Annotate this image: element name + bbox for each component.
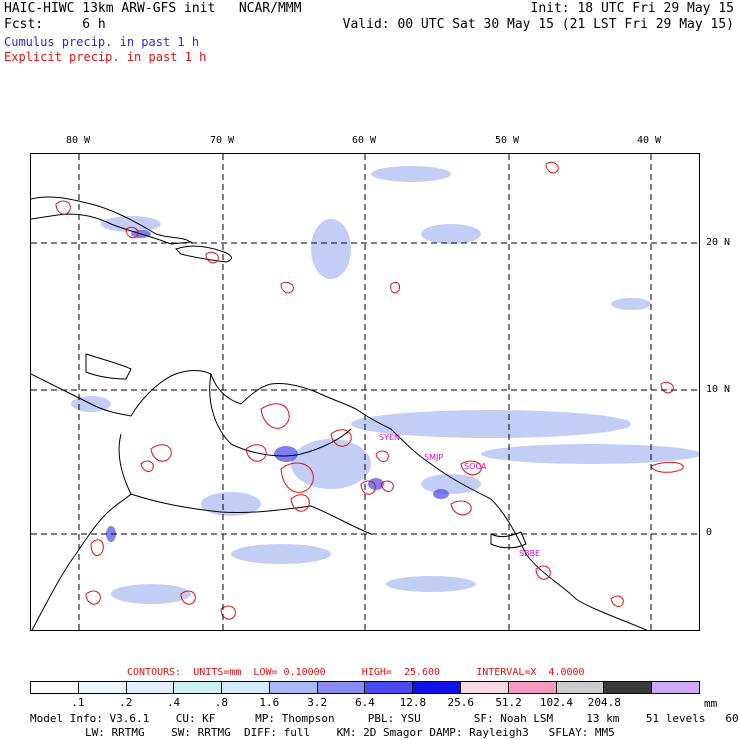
colorbar-swatch <box>317 682 366 693</box>
colorbar-tick-label: .2 <box>119 696 133 709</box>
colorbar-swatch <box>222 682 270 693</box>
lat-label-10n: 10 N <box>706 384 731 395</box>
colorbar-tick-label: 102.4 <box>539 696 573 709</box>
colorbar-tick-label: 1.6 <box>259 696 280 709</box>
colorbar-swatch <box>174 682 223 693</box>
valid-time: Valid: 00 UTC Sat 30 May 15 (21 LST Fri … <box>342 17 734 32</box>
forecast-hour: Fcst: 6 h <box>4 17 106 32</box>
init-time: Init: 18 UTC Fri 29 May 15 <box>530 1 735 16</box>
colorbar-tick-label: 51.2 <box>495 696 522 709</box>
station-syen: SYEN <box>379 433 400 442</box>
station-soca: SOCA <box>464 462 487 471</box>
colorbar-tick-label: .1 <box>71 696 85 709</box>
map-svg: SYEN SMJP SOCA SBBE <box>31 154 699 630</box>
coastlines <box>31 196 648 630</box>
colorbar-swatch <box>365 682 414 693</box>
colorbar-tick-label: 12.8 <box>399 696 427 709</box>
colorbar-swatch <box>556 682 605 693</box>
colorbar-swatch <box>78 682 127 693</box>
lon-label-50w: 50 W <box>495 135 520 146</box>
explicit-legend: Explicit precip. in past 1 h <box>4 50 207 64</box>
lat-label-equator: 0 <box>706 527 713 538</box>
color-scale-bar <box>30 681 700 694</box>
lon-label-40w: 40 W <box>637 135 662 146</box>
colorbar-tick-label: .4 <box>166 696 181 709</box>
lon-label-80w: 80 W <box>66 135 91 146</box>
colorbar-swatch <box>461 682 509 693</box>
colorbar-swatch <box>126 682 175 693</box>
cumulus-precip-areas <box>71 166 699 604</box>
model-info-line2: LW: RRTMG SW: RRTMG DIFF: full KM: 2D Sm… <box>85 726 615 739</box>
model-title: HAIC-HIWC 13km ARW-GFS init NCAR/MMM <box>4 1 302 16</box>
lat-label-20n: 20 N <box>706 237 731 248</box>
colorbar-tick-label: 204.8 <box>587 696 621 709</box>
station-smjp: SMJP <box>424 453 443 462</box>
colorbar-swatch <box>652 682 699 693</box>
colorbar-tick-label: 25.6 <box>447 696 474 709</box>
colorbar-swatch <box>508 682 557 693</box>
colorbar-swatch <box>413 682 462 693</box>
lon-label-60w: 60 W <box>352 135 377 146</box>
cumulus-legend: Cumulus precip. in past 1 h <box>4 35 200 49</box>
contour-info: CONTOURS: UNITS=mm LOW= 0.10000 HIGH= 25… <box>127 667 585 678</box>
lon-label-70w: 70 W <box>210 135 235 146</box>
colorbar-tick-label: .8 <box>214 696 229 709</box>
colorbar-swatch <box>269 682 318 693</box>
colorbar-swatch <box>604 682 653 693</box>
model-info-line1: Model Info: V3.6.1 CU: KF MP: Thompson P… <box>30 712 740 725</box>
colorbar-swatch <box>31 682 79 693</box>
colorbar-tick-label: 3.2 <box>307 696 328 709</box>
colorbar-unit: mm <box>704 697 718 710</box>
precip-map: SYEN SMJP SOCA SBBE <box>30 153 700 631</box>
station-sbbe: SBBE <box>519 549 540 558</box>
graticule <box>31 154 699 630</box>
heavy-cumulus-areas <box>106 230 449 542</box>
colorbar-tick-label: 6.4 <box>355 696 375 709</box>
